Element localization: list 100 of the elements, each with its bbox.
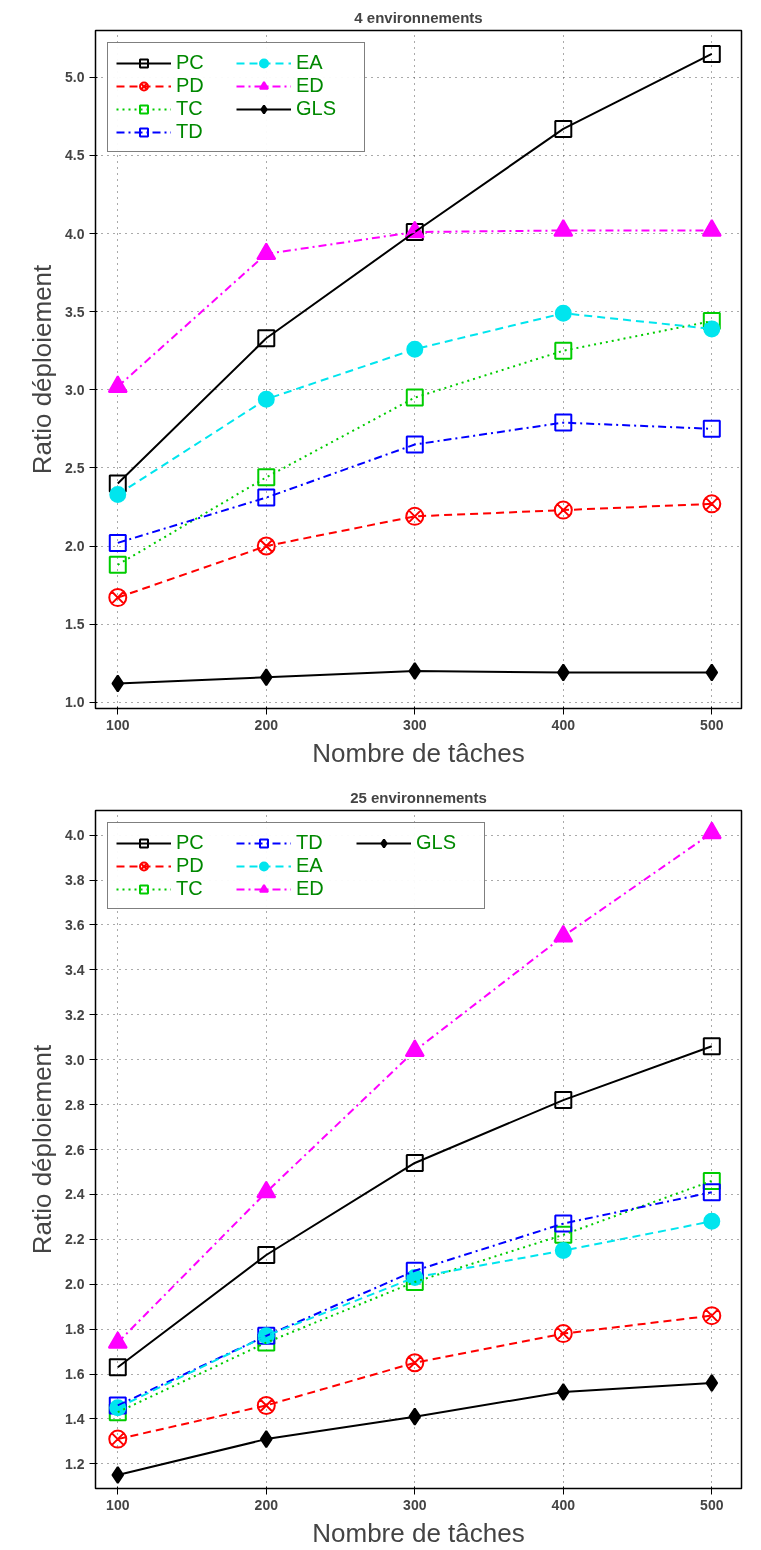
point [257,1246,276,1265]
point [257,329,276,348]
point [554,1242,572,1260]
point [109,485,127,503]
point [554,1214,573,1233]
x-tick-label: 500 [700,1496,724,1513]
y-tick-label: 1.8 [65,1321,85,1338]
x-tick-label: 300 [403,716,427,733]
y-tick-label: 1.2 [65,1455,85,1472]
y-tick-label: 2.4 [65,1186,85,1203]
y-tick-label: 2.8 [65,1096,85,1113]
x-tick-label: 500 [700,716,724,733]
point [108,1429,128,1449]
point [553,500,573,520]
point [257,390,275,408]
y-tick-label: 3.0 [65,1051,85,1068]
point [257,468,276,487]
x-axis-title: Nombre de tâches [312,737,525,768]
y-tick-label: 2.5 [65,459,85,476]
x-tick-label: 400 [551,1496,576,1513]
y-tick-label: 3.6 [65,917,85,933]
point [405,506,425,526]
point [405,1153,424,1172]
point [256,1395,276,1415]
y-tick-label: 3.2 [65,1006,85,1023]
legend-label: GLS [416,831,458,854]
legend-label: ED [296,74,325,97]
point [702,1183,721,1202]
y-axis-title: Ratio déploiement [27,1043,58,1255]
point [257,488,276,507]
point [554,119,573,138]
point [554,1225,573,1244]
point [702,44,721,63]
point [702,1037,721,1056]
legend-label: GLS [296,97,338,120]
point [554,1091,573,1110]
chart-title: 4 environnements [354,8,483,26]
x-axis-title: Nombre de tâches [312,1517,525,1548]
legend-label: PD [176,74,205,97]
y-axis-title: Ratio déploiement [27,263,58,475]
x-tick-label: 100 [106,716,130,733]
legend-label: TC [176,877,204,900]
x-tick-label: 200 [254,1496,279,1513]
point [111,1466,125,1485]
y-tick-label: 4.0 [65,225,85,242]
point [108,533,127,552]
y-tick-label: 2.2 [65,1231,85,1248]
y-tick-label: 1.6 [65,1366,85,1382]
legend-label: EA [296,854,324,877]
x-tick-label: 200 [254,716,279,733]
x-tick-label: 300 [403,1496,427,1513]
legend-label: TD [176,120,204,143]
point [405,388,424,407]
point [404,1039,425,1057]
point [405,1261,424,1280]
point [554,413,573,432]
point [705,1373,719,1392]
point [701,821,722,840]
y-tick-label: 1.5 [65,616,85,633]
y-tick-label: 1.0 [65,694,85,711]
point [703,320,721,338]
point [702,1306,722,1326]
y-tick-label: 4.0 [65,827,85,844]
y-tick-label: 2.6 [65,1141,85,1158]
x-tick-label: 100 [106,1496,130,1513]
y-tick-label: 5.0 [65,69,85,86]
point [705,663,719,682]
legend-label: PC [176,831,205,854]
y-tick-label: 3.0 [65,381,85,398]
y-tick-label: 2.0 [65,538,85,555]
y-tick-label: 3.5 [65,303,85,320]
point [553,1324,573,1343]
point [108,555,127,574]
point [405,435,424,454]
chart-title: 25 environnements [350,788,487,806]
y-tick-label: 1.4 [65,1410,85,1427]
y-tick-label: 2.0 [65,1276,85,1293]
y-tick-label: 3.8 [65,872,85,889]
point [702,419,721,438]
point [405,1353,425,1373]
legend-label: PD [176,854,205,877]
point [702,494,722,514]
point [554,341,573,360]
point [108,474,127,493]
point [703,1212,721,1230]
y-tick-label: 3.4 [65,961,85,978]
legend-label: TC [176,97,204,120]
point [108,588,128,607]
legend-label: EA [296,51,324,74]
y-tick-label: 4.5 [65,147,85,164]
point [111,674,125,693]
x-tick-label: 400 [551,716,576,733]
legend-label: PC [176,51,205,74]
legend-label: TD [296,831,324,854]
point [256,536,276,556]
legend-label: ED [296,877,325,900]
point [702,1171,721,1190]
point [702,312,721,331]
point [108,1358,127,1377]
point [554,304,572,322]
